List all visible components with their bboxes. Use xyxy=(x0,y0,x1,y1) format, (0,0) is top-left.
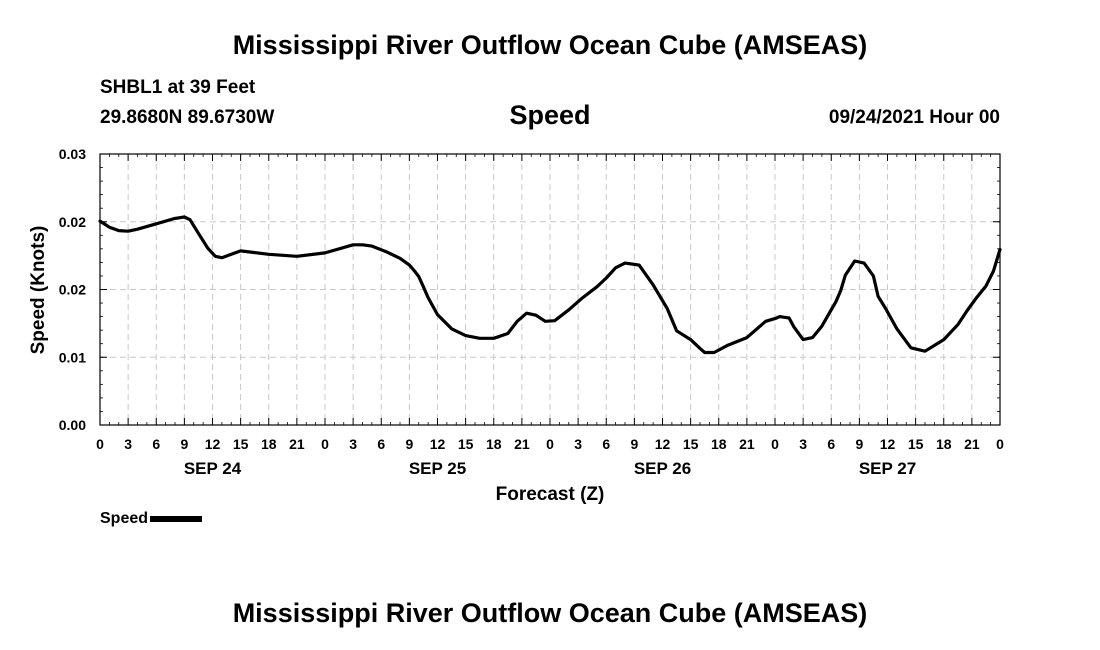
x-tick-label: 3 xyxy=(574,436,582,452)
x-tick-label: 18 xyxy=(486,436,502,452)
x-axis-label: Forecast (Z) xyxy=(496,484,605,505)
x-tick-label: 12 xyxy=(655,436,671,452)
x-tick-label: 6 xyxy=(152,436,160,452)
x-day-label: SEP 25 xyxy=(409,459,466,478)
x-tick-label: 15 xyxy=(458,436,474,452)
x-tick-label: 18 xyxy=(261,436,277,452)
x-day-label: SEP 27 xyxy=(859,459,916,478)
x-tick-label: 3 xyxy=(349,436,357,452)
x-tick-label: 3 xyxy=(124,436,132,452)
series-layer xyxy=(98,215,1002,355)
x-tick-label: 21 xyxy=(964,436,980,452)
x-tick-label: 21 xyxy=(514,436,530,452)
forecast-timestamp: 09/24/2021 Hour 00 xyxy=(828,107,1000,128)
y-tick-label: 0.01 xyxy=(59,349,86,365)
x-tick-label: 0 xyxy=(96,436,104,452)
legend-label: Speed xyxy=(100,510,149,527)
x-tick-label: 12 xyxy=(205,436,221,452)
y-tick-label: 0.03 xyxy=(59,146,86,162)
x-tick-label: 9 xyxy=(855,436,863,452)
x-tick-label: 0 xyxy=(996,436,1004,452)
x-tick-label: 12 xyxy=(880,436,896,452)
x-tick-label: 15 xyxy=(908,436,924,452)
coordinates-label: 29.8680N 89.6730W xyxy=(100,107,275,128)
legend-swatch xyxy=(150,516,203,522)
chart-title-bottom: Mississippi River Outflow Ocean Cube (AM… xyxy=(232,598,868,628)
y-tick-label: 0.00 xyxy=(59,417,86,433)
x-tick-label: 15 xyxy=(233,436,249,452)
x-tick-label: 9 xyxy=(180,436,188,452)
plot-frame xyxy=(99,153,1001,426)
x-day-label: SEP 24 xyxy=(184,459,242,478)
grid-layer xyxy=(100,154,1000,425)
y-tick-label: 0.02 xyxy=(59,282,86,298)
label-layer: 0 3 6 9 12 15 18 21 0 3 6 9 12 15 18 21 0 3 6 9 12 15 18 21 0 3 6 9… xyxy=(59,146,1004,478)
x-tick-label: 21 xyxy=(289,436,305,452)
x-tick-label: 0 xyxy=(321,436,329,452)
x-tick-label: 0 xyxy=(771,436,779,452)
x-tick-label: 0 xyxy=(546,436,554,452)
x-tick-label: 18 xyxy=(711,436,727,452)
chart-title-top: Mississippi River Outflow Ocean Cube (AM… xyxy=(232,30,868,60)
station-label: SHBL1 at 39 Feet xyxy=(100,77,256,98)
x-tick-label: 6 xyxy=(602,436,610,452)
x-tick-label: 12 xyxy=(430,436,446,452)
parameter-title: Speed xyxy=(509,100,591,130)
y-axis-label: Speed (Knots) xyxy=(28,226,49,355)
x-tick-label: 9 xyxy=(630,436,638,452)
x-tick-label: 3 xyxy=(799,436,807,452)
x-tick-label: 21 xyxy=(739,436,755,452)
y-tick-label: 0.02 xyxy=(59,214,86,230)
x-tick-label: 6 xyxy=(377,436,385,452)
x-tick-label: 6 xyxy=(827,436,835,452)
legend: Speed xyxy=(100,510,203,528)
x-tick-label: 15 xyxy=(683,436,699,452)
x-day-label: SEP 26 xyxy=(634,459,691,478)
series-line-speed xyxy=(98,215,1002,355)
x-tick-label: 9 xyxy=(405,436,413,452)
x-tick-label: 18 xyxy=(936,436,952,452)
